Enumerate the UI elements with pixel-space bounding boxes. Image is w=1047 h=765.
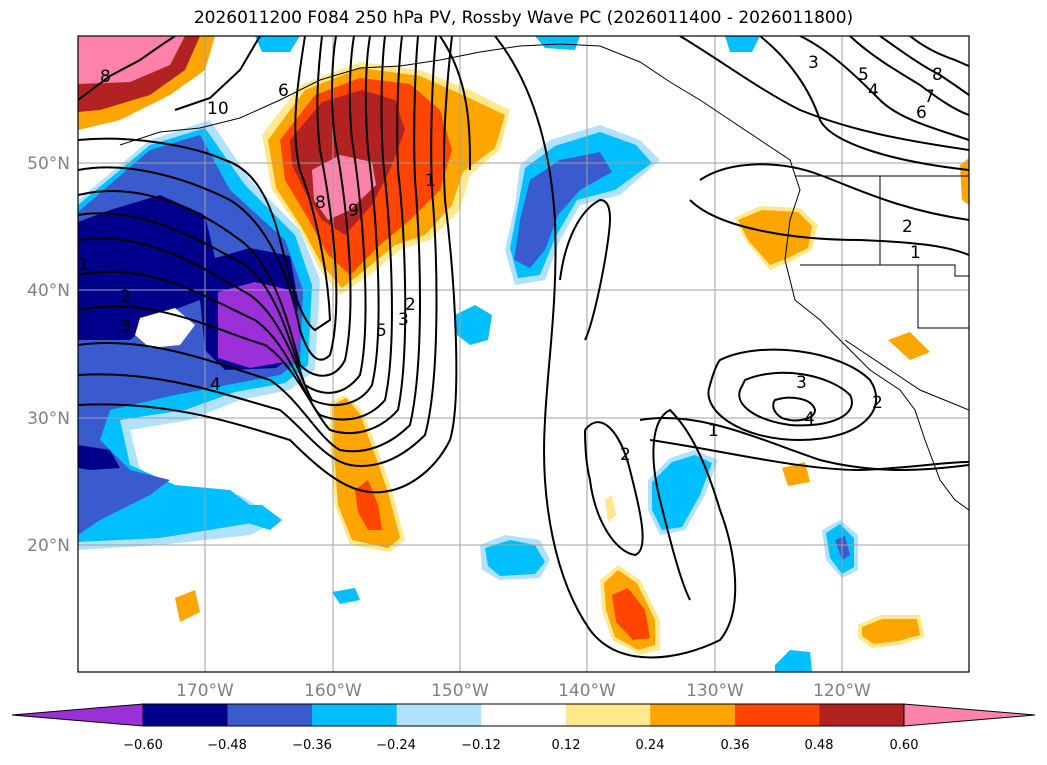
colorbar-tick-label: −0.60 xyxy=(123,738,163,753)
contour-label: 9 xyxy=(348,201,359,221)
contour-label: 5 xyxy=(376,321,387,341)
colorbar-tick-label: 0.36 xyxy=(721,738,750,753)
colorbar-tick-label: 0.12 xyxy=(552,738,581,753)
contour-label: 1 xyxy=(708,421,719,441)
contour-label: 2 xyxy=(120,287,131,307)
lat-label-50n: 50°N xyxy=(27,154,70,174)
lon-label-170w: 170°W xyxy=(176,681,234,701)
contour-label: 7 xyxy=(924,87,935,107)
colorbar-tick-labels: −0.60 −0.48 −0.36 −0.24 −0.12 0.12 0.24 … xyxy=(123,738,918,753)
colorbar xyxy=(11,703,1036,727)
colorbar-segment xyxy=(396,704,482,726)
gridlines xyxy=(78,36,969,672)
lat-label-20n: 20°N xyxy=(27,536,70,556)
colorbar-segment xyxy=(650,704,736,726)
colorbar-tick-label: 0.24 xyxy=(636,738,665,753)
contour-label: 4 xyxy=(804,409,815,429)
shaded-fields xyxy=(78,36,969,672)
map-frame xyxy=(77,35,970,673)
contour-label: 8 xyxy=(100,67,111,87)
colorbar-tick-label: 0.60 xyxy=(890,738,919,753)
coastlines xyxy=(119,43,969,511)
colorbar-tick-label: 0.48 xyxy=(805,738,834,753)
colorbar-tick-label: −0.36 xyxy=(292,738,332,753)
contour-label: 2 xyxy=(405,295,416,315)
contour-label: 10 xyxy=(207,99,229,119)
colorbar-frame xyxy=(142,703,905,727)
colorbar-segment xyxy=(227,704,313,726)
colorbar-segment xyxy=(481,704,567,726)
colorbar-extend-max xyxy=(903,703,1036,727)
contour-label: 8 xyxy=(932,65,943,85)
colorbar-tick-label: −0.12 xyxy=(461,738,501,753)
lon-label-140w: 140°W xyxy=(558,681,616,701)
contour-label: 2 xyxy=(902,217,913,237)
colorbar-segment xyxy=(143,704,229,726)
lon-label-150w: 150°W xyxy=(431,681,489,701)
colorbar-tick-label: −0.48 xyxy=(207,738,247,753)
lon-label-120w: 120°W xyxy=(813,681,871,701)
contour-label: 3 xyxy=(796,373,807,393)
lat-label-30n: 30°N xyxy=(27,409,70,429)
colorbar-extend-min xyxy=(11,703,144,727)
contour-label: 2 xyxy=(620,445,631,465)
contour-label: 3 xyxy=(808,53,819,73)
contour-label: 2 xyxy=(872,393,883,413)
contour-label: 1 xyxy=(910,243,921,263)
longitude-labels: 170°W 160°W 150°W 140°W 130°W 120°W xyxy=(176,681,871,701)
contour-label: 5 xyxy=(858,65,869,85)
contour-label: 6 xyxy=(916,103,927,123)
white-hole xyxy=(135,308,195,348)
contour-label: 3 xyxy=(398,310,409,330)
lon-label-130w: 130°W xyxy=(686,681,744,701)
pv-contours xyxy=(78,36,969,659)
contour-labels: 8 10 6 9 8 1 1 2 3 4 2 3 5 3 5 4 8 7 6 2… xyxy=(78,53,943,465)
contour-label: 1 xyxy=(78,255,89,275)
contour-label: 8 xyxy=(315,193,326,213)
colorbar-segment xyxy=(819,704,905,726)
contour-label: 4 xyxy=(210,375,221,395)
colorbar-segment xyxy=(565,704,651,726)
colorbar-segment xyxy=(734,704,820,726)
lon-label-160w: 160°W xyxy=(304,681,362,701)
figure-title: 2026011200 F084 250 hPa PV, Rossby Wave … xyxy=(193,8,854,28)
contour-label: 1 xyxy=(425,171,436,191)
colorbar-tick-label: −0.24 xyxy=(376,738,416,753)
latitude-labels: 50°N 40°N 30°N 20°N xyxy=(27,154,70,556)
colorbar-segment xyxy=(312,704,398,726)
contour-label: 3 xyxy=(120,317,131,337)
lat-label-40n: 40°N xyxy=(27,281,70,301)
contour-label: 6 xyxy=(278,81,289,101)
contour-label: 4 xyxy=(868,81,879,101)
